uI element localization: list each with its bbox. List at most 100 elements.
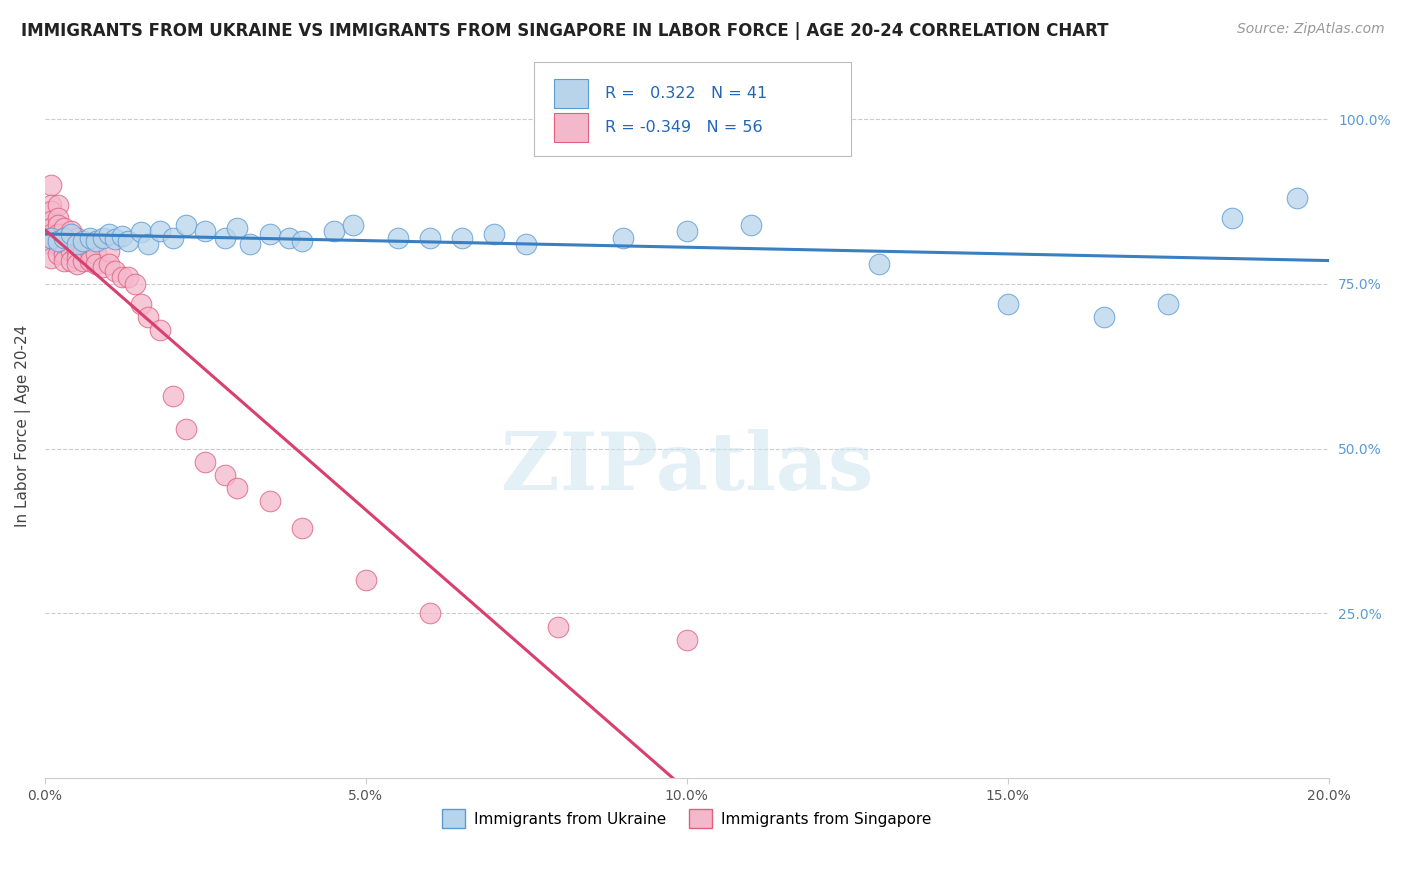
Point — [515, 237, 537, 252]
Point — [84, 234, 107, 248]
Point — [39, 231, 62, 245]
Point — [117, 234, 139, 248]
Point — [59, 253, 82, 268]
Point — [53, 220, 76, 235]
Point — [98, 227, 121, 242]
Point — [387, 231, 409, 245]
Point — [66, 237, 89, 252]
Point — [868, 257, 890, 271]
Point — [419, 607, 441, 621]
Point — [111, 270, 134, 285]
Legend: Immigrants from Ukraine, Immigrants from Singapore: Immigrants from Ukraine, Immigrants from… — [436, 803, 938, 834]
Point — [291, 521, 314, 535]
Point — [111, 229, 134, 244]
Point — [136, 310, 159, 324]
Point — [1157, 296, 1180, 310]
Point — [59, 237, 82, 252]
Point — [149, 224, 172, 238]
Point — [98, 257, 121, 271]
Point — [39, 220, 62, 235]
Point — [129, 226, 152, 240]
Point — [342, 218, 364, 232]
Point — [98, 244, 121, 258]
Point — [66, 257, 89, 271]
Point — [59, 227, 82, 242]
Point — [612, 231, 634, 245]
Y-axis label: In Labor Force | Age 20-24: In Labor Force | Age 20-24 — [15, 325, 31, 527]
Point — [46, 198, 69, 212]
Point — [451, 231, 474, 245]
Point — [149, 323, 172, 337]
Point — [39, 198, 62, 212]
Point — [239, 237, 262, 252]
Point — [46, 211, 69, 225]
Point — [91, 231, 114, 245]
Point — [547, 619, 569, 633]
Point — [354, 574, 377, 588]
Point — [740, 218, 762, 232]
Point — [162, 389, 184, 403]
Point — [39, 178, 62, 192]
Point — [46, 237, 69, 252]
Point — [136, 237, 159, 252]
Point — [59, 244, 82, 258]
Text: R =   0.322   N = 41: R = 0.322 N = 41 — [605, 87, 766, 101]
Point — [214, 231, 236, 245]
Point — [419, 231, 441, 245]
Point — [1092, 310, 1115, 324]
Point — [66, 231, 89, 245]
Point — [53, 247, 76, 261]
Point — [72, 234, 94, 248]
Point — [53, 231, 76, 245]
Point — [39, 251, 62, 265]
Point — [46, 234, 69, 248]
Point — [1222, 211, 1244, 225]
Point — [84, 247, 107, 261]
Point — [104, 263, 127, 277]
Point — [277, 231, 299, 245]
Point — [124, 277, 146, 291]
Point — [39, 214, 62, 228]
Point — [66, 244, 89, 258]
Point — [226, 481, 249, 495]
Point — [91, 260, 114, 275]
Point — [129, 296, 152, 310]
Point — [46, 227, 69, 242]
Point — [72, 237, 94, 252]
Point — [259, 227, 281, 242]
Point — [79, 253, 101, 268]
Point — [79, 231, 101, 245]
Text: R = -0.349   N = 56: R = -0.349 N = 56 — [605, 120, 762, 135]
Point — [997, 296, 1019, 310]
Point — [79, 244, 101, 258]
Point — [214, 468, 236, 483]
Point — [259, 494, 281, 508]
Point — [291, 234, 314, 248]
Point — [46, 218, 69, 232]
Point — [84, 257, 107, 271]
Point — [482, 227, 505, 242]
Point — [39, 237, 62, 252]
Point — [117, 270, 139, 285]
Point — [59, 224, 82, 238]
Point — [675, 632, 697, 647]
Point — [72, 244, 94, 258]
Point — [66, 251, 89, 265]
Text: Source: ZipAtlas.com: Source: ZipAtlas.com — [1237, 22, 1385, 37]
Point — [46, 247, 69, 261]
Text: ZIPatlas: ZIPatlas — [501, 429, 873, 507]
Point — [53, 237, 76, 252]
Point — [174, 218, 197, 232]
Point — [194, 455, 217, 469]
Point — [194, 224, 217, 238]
Point — [53, 253, 76, 268]
Point — [39, 227, 62, 242]
Point — [39, 231, 62, 245]
Point — [104, 232, 127, 246]
Point — [39, 204, 62, 219]
Point — [1285, 191, 1308, 205]
Point — [162, 231, 184, 245]
Point — [174, 422, 197, 436]
Point — [226, 220, 249, 235]
Text: IMMIGRANTS FROM UKRAINE VS IMMIGRANTS FROM SINGAPORE IN LABOR FORCE | AGE 20-24 : IMMIGRANTS FROM UKRAINE VS IMMIGRANTS FR… — [21, 22, 1108, 40]
